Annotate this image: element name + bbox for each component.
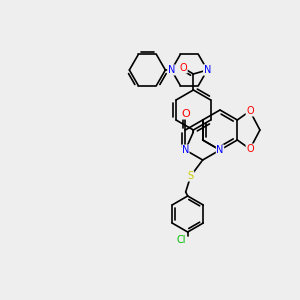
- Text: N: N: [204, 65, 211, 75]
- Text: O: O: [246, 106, 254, 116]
- Text: N: N: [168, 65, 175, 75]
- Text: O: O: [179, 63, 187, 73]
- Text: N: N: [182, 145, 189, 155]
- Text: O: O: [246, 144, 254, 154]
- Text: O: O: [181, 109, 190, 119]
- Text: Cl: Cl: [177, 235, 186, 245]
- Text: S: S: [188, 171, 194, 181]
- Text: N: N: [204, 65, 211, 75]
- Text: N: N: [216, 145, 224, 155]
